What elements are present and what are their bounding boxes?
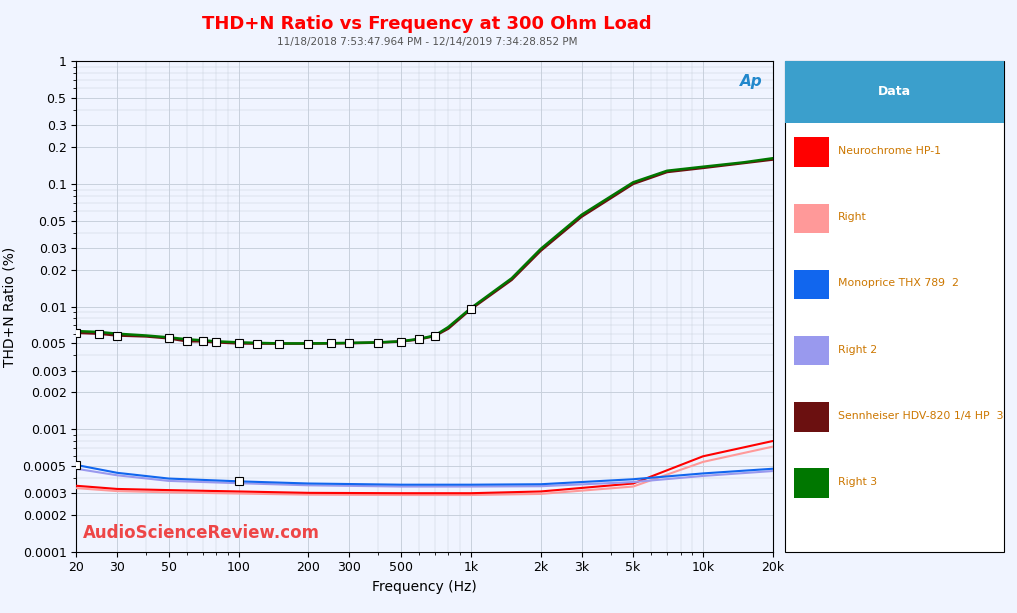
Text: Data: Data (878, 85, 911, 98)
Text: 11/18/2018 7:53:47.964 PM - 12/14/2019 7:34:28.852 PM: 11/18/2018 7:53:47.964 PM - 12/14/2019 7… (277, 37, 578, 47)
Text: THD+N Ratio vs Frequency at 300 Ohm Load: THD+N Ratio vs Frequency at 300 Ohm Load (202, 15, 652, 33)
Text: Right: Right (838, 212, 866, 223)
FancyBboxPatch shape (794, 204, 829, 233)
FancyBboxPatch shape (794, 270, 829, 299)
FancyBboxPatch shape (794, 137, 829, 167)
Text: Sennheiser HDV-820 1/4 HP  3: Sennheiser HDV-820 1/4 HP 3 (838, 411, 1003, 421)
FancyBboxPatch shape (785, 61, 1004, 552)
X-axis label: Frequency (Hz): Frequency (Hz) (372, 580, 477, 594)
Text: AudioScienceReview.com: AudioScienceReview.com (83, 524, 320, 542)
Text: Right 2: Right 2 (838, 345, 877, 355)
FancyBboxPatch shape (794, 336, 829, 365)
FancyBboxPatch shape (794, 468, 829, 498)
Y-axis label: THD+N Ratio (%): THD+N Ratio (%) (3, 246, 17, 367)
FancyBboxPatch shape (785, 61, 1004, 123)
FancyBboxPatch shape (794, 402, 829, 432)
Text: Neurochrome HP-1: Neurochrome HP-1 (838, 146, 941, 156)
Text: Ap: Ap (739, 74, 763, 88)
Text: Monoprice THX 789  2: Monoprice THX 789 2 (838, 278, 958, 289)
Text: Right 3: Right 3 (838, 477, 877, 487)
